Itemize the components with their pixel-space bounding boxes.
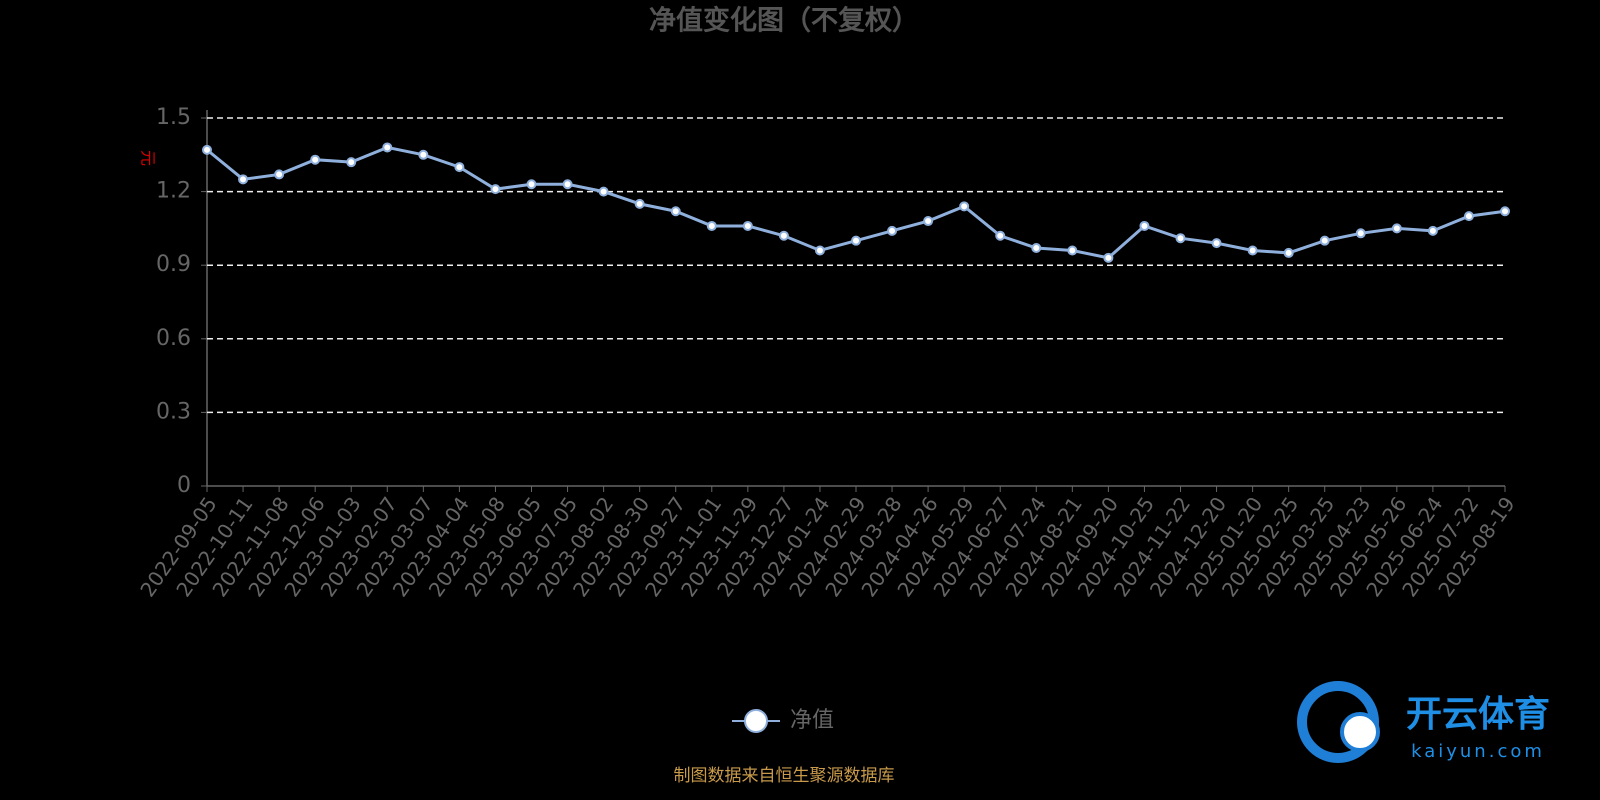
point: [778, 230, 789, 241]
point: [490, 184, 501, 195]
point: [1319, 235, 1330, 246]
point: [418, 149, 429, 160]
point: [887, 225, 898, 236]
point: [562, 179, 573, 190]
point: [706, 220, 717, 231]
y-tick-label: 0.6: [156, 326, 191, 351]
chart-title: 净值变化图（不复权）: [649, 5, 919, 37]
watermark: 开云体育 kaiyun.com: [1297, 681, 1550, 763]
legend-label: 净值: [790, 708, 834, 733]
point: [346, 157, 357, 168]
point: [202, 144, 212, 155]
y-tick-label: 0.3: [156, 399, 191, 424]
point: [670, 206, 681, 217]
point: [1103, 252, 1114, 263]
point: [1175, 233, 1186, 244]
point: [1283, 247, 1294, 258]
point: [454, 162, 465, 173]
point: [310, 154, 321, 165]
point: [851, 235, 861, 246]
point: [1355, 228, 1366, 239]
logo-ball: [1340, 712, 1380, 752]
watermark-name: 开云体育: [1406, 694, 1550, 735]
point: [274, 169, 285, 180]
y-axis-label: 元: [139, 150, 158, 166]
point: [1247, 245, 1258, 256]
point: [238, 174, 249, 185]
y-tick-label: 0.9: [156, 252, 191, 277]
point: [598, 186, 609, 197]
point: [382, 142, 393, 153]
point: [742, 220, 753, 231]
point: [923, 216, 934, 227]
point: [1391, 223, 1402, 234]
watermark-url: kaiyun.com: [1411, 741, 1545, 762]
point: [1211, 238, 1222, 249]
y-tick-label: 1.2: [156, 179, 191, 204]
point: [1463, 211, 1474, 222]
y-tick-label: 1.5: [156, 105, 191, 130]
point: [1031, 243, 1042, 254]
source-note: 制图数据来自恒生聚源数据库: [674, 766, 895, 786]
point: [1067, 245, 1078, 256]
point: [1427, 225, 1438, 236]
legend-marker: [744, 709, 768, 733]
point: [634, 198, 645, 209]
point: [959, 201, 970, 212]
point: [526, 179, 537, 190]
point: [1500, 206, 1510, 217]
point: [995, 230, 1006, 241]
point: [814, 245, 825, 256]
point: [1139, 220, 1150, 231]
y-tick-label: 0: [177, 473, 191, 498]
